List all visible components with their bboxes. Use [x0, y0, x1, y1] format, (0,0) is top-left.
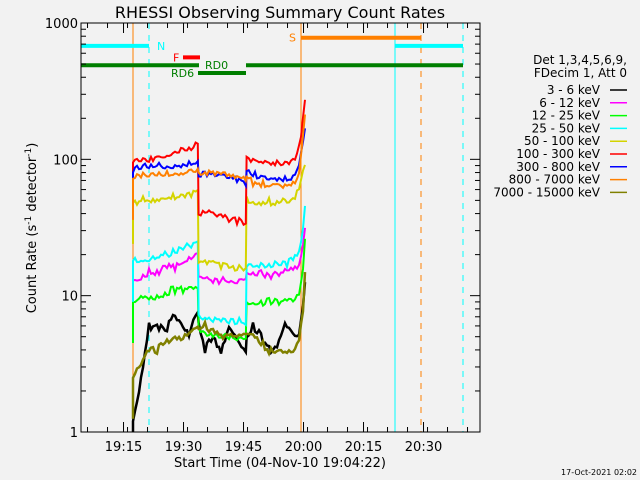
- x-tick-label: 19:30: [165, 440, 202, 455]
- legend-header-1: Det 1,3,4,5,6,9,: [533, 53, 627, 67]
- y-axis-label: Count Rate (s-1 detector-1): [24, 143, 40, 314]
- legend-label: 7000 - 15000 keV: [493, 185, 600, 199]
- flag-label-f: F: [173, 51, 179, 64]
- y-tick-label: 1: [70, 426, 78, 441]
- legend-label: 25 - 50 keV: [532, 121, 601, 135]
- legend-header-2: FDecim 1, Att 0: [534, 66, 627, 80]
- flag-label-n: N: [157, 40, 165, 53]
- x-axis-label: Start Time (04-Nov-10 19:04:22): [174, 456, 386, 471]
- flag-label-s: S: [289, 32, 296, 45]
- series-line-50to100keV: [132, 164, 306, 272]
- series-line-100to300keV: [132, 99, 306, 228]
- series-line-3to6keV: [131, 282, 307, 432]
- y-tick-label: 100: [53, 153, 78, 168]
- series-line-300to800keV: [132, 128, 306, 214]
- series-line-800to7000keV: [132, 114, 306, 220]
- legend-label: 12 - 25 keV: [532, 109, 601, 123]
- x-tick-label: 20:15: [345, 440, 382, 455]
- legend: Det 1,3,4,5,6,9, FDecim 1, Att 0 3 - 6 k…: [493, 53, 627, 199]
- legend-label: 100 - 300 keV: [516, 147, 600, 161]
- legend-label: 50 - 100 keV: [524, 134, 601, 148]
- flag-label-rd0: RD0: [205, 59, 228, 72]
- legend-label: 300 - 800 keV: [516, 160, 600, 174]
- legend-label: 3 - 6 keV: [547, 83, 601, 97]
- series-line-7000to15000keV: [131, 272, 307, 419]
- legend-label: 800 - 7000 keV: [509, 173, 601, 187]
- flag-label-rd6: RD6: [171, 67, 194, 80]
- series-line-12to25keV: [132, 238, 306, 343]
- flag-bars: N S F RD0 RD6: [81, 32, 463, 80]
- x-tick-label: 19:45: [225, 440, 262, 455]
- x-tick-label: 20:00: [285, 440, 322, 455]
- series-line-6to12keV: [132, 227, 306, 322]
- y-tick-label: 1000: [45, 17, 78, 32]
- series-line-25to50keV: [132, 205, 306, 327]
- footer-timestamp: 17-Oct-2021 02:02: [561, 468, 637, 477]
- x-tick-label: 19:15: [105, 440, 142, 455]
- chart-title: RHESSI Observing Summary Count Rates: [115, 3, 445, 22]
- y-tick-label: 10: [61, 290, 78, 305]
- series-lines: [80, 23, 464, 432]
- plot-frame: [80, 22, 481, 433]
- legend-label: 6 - 12 keV: [539, 96, 601, 110]
- axes: 19:15 19:30 19:45 20:00 20:15 20:30 1 10 100 1000: [45, 17, 480, 455]
- x-tick-label: 20:30: [405, 440, 442, 455]
